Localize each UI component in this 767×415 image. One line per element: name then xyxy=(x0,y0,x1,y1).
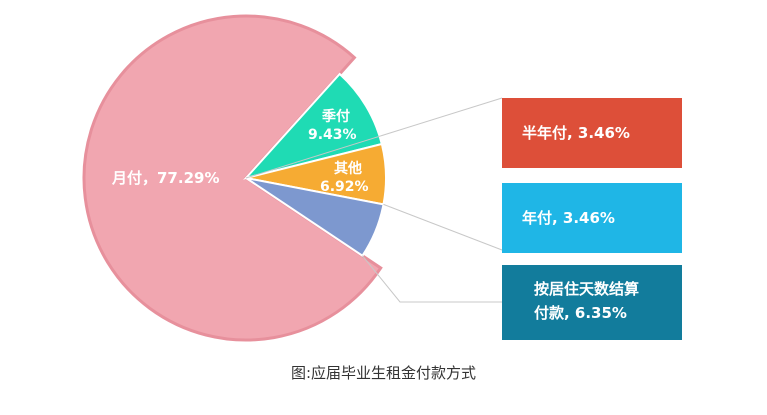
label-quarterly-name: 季付 xyxy=(321,108,350,125)
callout-by-days-line2: 付款, 6.35% xyxy=(534,304,627,322)
callout-half-year: 半年付, 3.46% xyxy=(502,98,682,168)
callout-half-year-label: 半年付, 3.46% xyxy=(522,124,630,142)
callout-annual-label: 年付, 3.46% xyxy=(522,209,615,227)
connector-line-bottom xyxy=(362,255,502,303)
callout-by-days-line1: 按居住天数结算 xyxy=(534,280,640,298)
connector-line-mid xyxy=(383,203,503,251)
label-monthly: 月付，77.29% xyxy=(111,169,219,187)
callout-annual: 年付, 3.46% xyxy=(502,183,682,253)
label-other-name: 其他 xyxy=(334,160,362,177)
label-quarterly-value: 9.43% xyxy=(308,127,357,143)
chart-caption: 图:应届毕业生租金付款方式 xyxy=(290,364,477,382)
connector-line-top xyxy=(245,97,503,179)
label-other-value: 6.92% xyxy=(320,179,369,195)
slice-monthly xyxy=(82,14,383,342)
callout-by-days: 按居住天数结算 付款, 6.35% xyxy=(502,265,682,340)
